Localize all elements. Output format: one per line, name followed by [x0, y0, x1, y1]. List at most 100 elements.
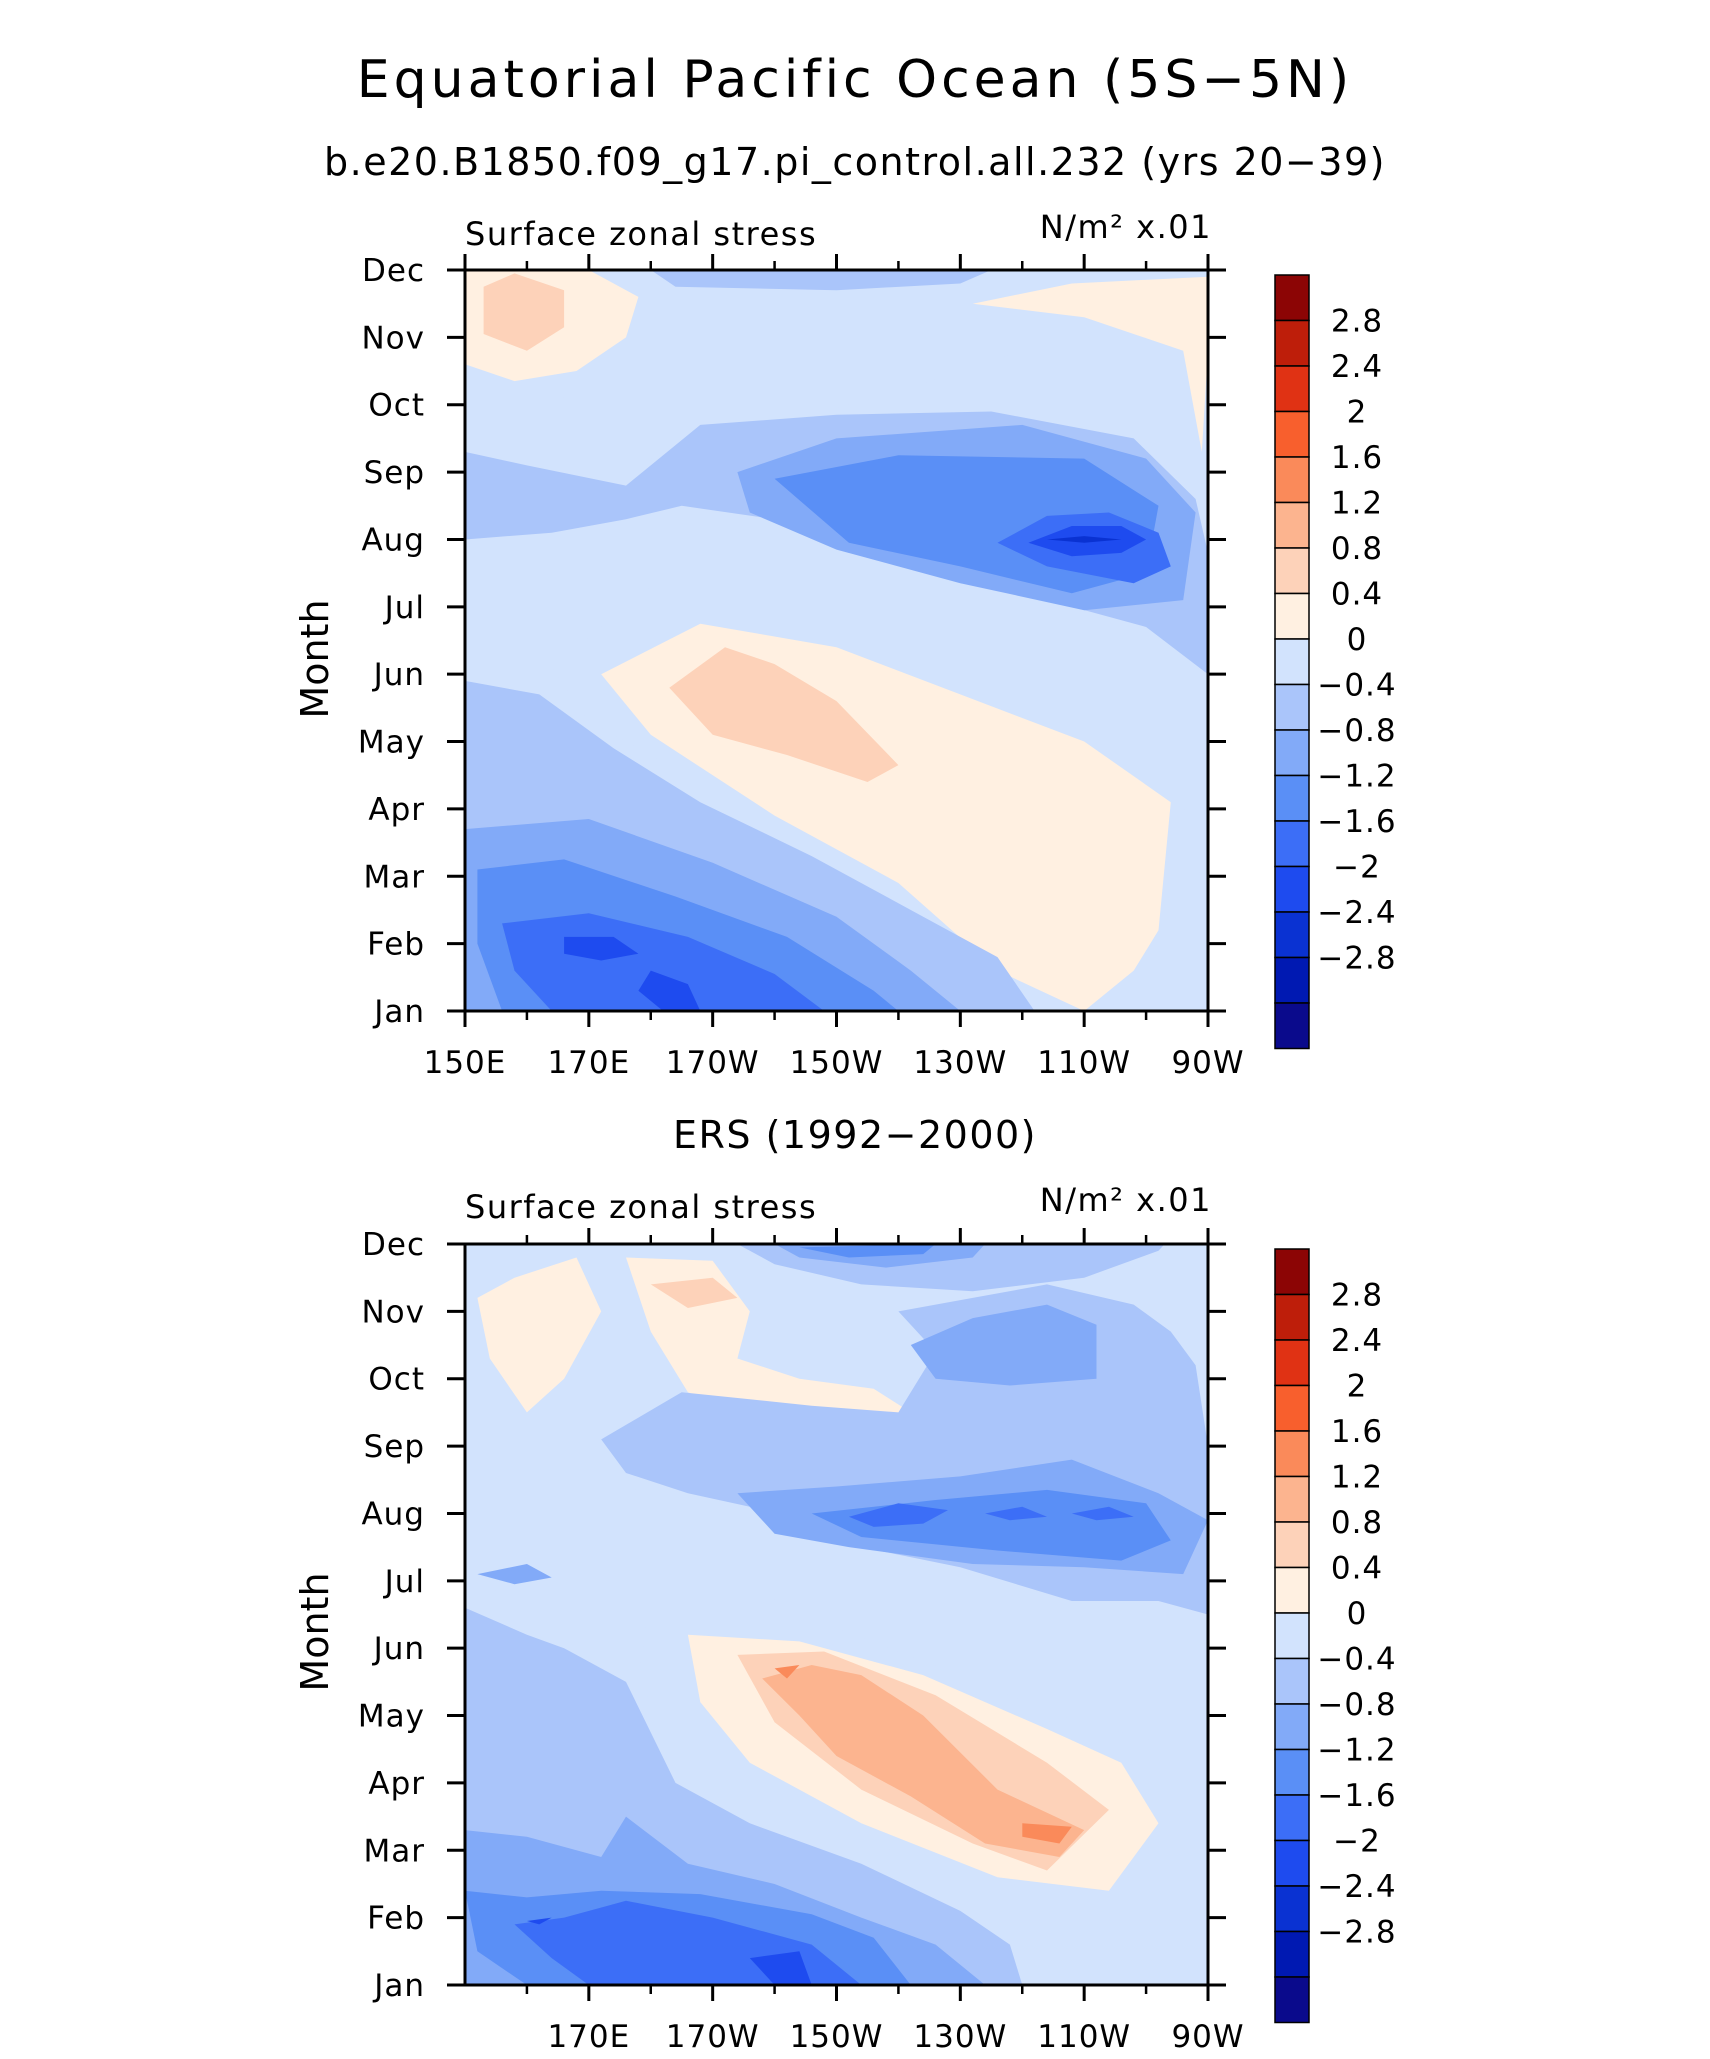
contour-region	[848, 1503, 948, 1527]
contour-region	[749, 1951, 812, 1985]
contour-region	[669, 647, 899, 782]
left-label: Surface zonal stress	[465, 1188, 817, 1226]
plot-area: Jan Feb Mar Apr May Jun Jul Aug Sep Oct Nov Dec 150E…	[358, 253, 1244, 1081]
y-axis-label: Month	[293, 599, 337, 718]
y-tick-label: Jul	[383, 590, 425, 626]
colorbar-box	[1274, 1748, 1310, 1796]
colorbar-box	[1274, 501, 1310, 549]
colorbar-label: −2	[1333, 850, 1381, 886]
left-label: Surface zonal stress	[465, 215, 817, 253]
colorbar-box	[1274, 1430, 1310, 1478]
colorbar-label: 1.6	[1331, 1414, 1383, 1450]
colorbar-box	[1274, 1657, 1310, 1705]
x-tick-label: 130W	[913, 2019, 1007, 2055]
y-tick-label: Sep	[364, 1429, 425, 1465]
contour-region	[972, 276, 1208, 452]
colorbar-box	[1274, 410, 1310, 458]
colorbar-box	[1274, 592, 1310, 640]
contour-field	[465, 270, 1208, 1011]
colorbar-box	[1274, 1521, 1310, 1569]
colorbar-label: −1.2	[1317, 759, 1396, 795]
y-tick-label: Dec	[362, 253, 425, 289]
colorbar-box	[1274, 1612, 1310, 1660]
y-tick-label: Mar	[364, 859, 426, 895]
colorbar-box	[1274, 1976, 1310, 2024]
colorbar: 2.8 2.4 2 1.6 1.2 0.8 0.4 0 −0.4 −0.8 −1.2 −1.6 −2 −2…	[1274, 1248, 1396, 2024]
colorbar-label: 0	[1347, 622, 1368, 658]
units-label: N/m² x.01	[1040, 208, 1212, 246]
colorbar-box	[1274, 774, 1310, 822]
colorbar-box	[1274, 1002, 1310, 1050]
colorbar-label: 1.2	[1331, 1460, 1383, 1496]
contour-region	[564, 936, 639, 961]
colorbar-label: −0.8	[1317, 713, 1396, 749]
page-title: Equatorial Pacific Ocean (5S−5N)	[357, 50, 1353, 110]
colorbar-box	[1274, 956, 1310, 1004]
colorbar-label: −2.8	[1317, 1915, 1396, 1951]
colorbar-box	[1274, 1293, 1310, 1341]
colorbar-label: 0	[1347, 1596, 1368, 1632]
colorbar-label: 2.8	[1331, 1278, 1383, 1314]
contour-region	[477, 1257, 602, 1413]
contour-region	[477, 1564, 552, 1585]
contour-region	[638, 970, 701, 1011]
colorbar-box	[1274, 319, 1310, 367]
units-label: N/m² x.01	[1040, 1181, 1212, 1219]
colorbar-label: −1.2	[1317, 1733, 1396, 1769]
colorbar-box	[1274, 1930, 1310, 1978]
contour-region	[483, 273, 565, 351]
y-tick-label: Feb	[367, 1901, 425, 1937]
colorbar-label: −2.4	[1317, 895, 1396, 931]
colorbar-box	[1274, 820, 1310, 868]
colorbar-box	[1274, 1475, 1310, 1523]
colorbar-box	[1274, 1703, 1310, 1751]
x-tick-label: 110W	[1037, 2019, 1131, 2055]
colorbar-box	[1274, 1566, 1310, 1614]
colorbar-label: 0.8	[1331, 531, 1383, 567]
x-tick-label: 170W	[666, 1045, 760, 1081]
colorbar-label: 2	[1347, 1369, 1368, 1405]
colorbar-box	[1274, 1384, 1310, 1432]
x-tick-label: 90W	[1171, 2019, 1244, 2055]
x-tick-label: 150W	[790, 1045, 884, 1081]
colorbar-label: −0.4	[1317, 1642, 1396, 1678]
contour-region	[526, 1917, 552, 1925]
x-tick-label: 90W	[1171, 1045, 1244, 1081]
contour-region	[799, 1244, 936, 1258]
colorbar-label: 2.8	[1331, 304, 1383, 340]
y-tick-label: Jan	[372, 994, 425, 1030]
colorbar-label: 0.4	[1331, 1551, 1383, 1587]
colorbar-label: 2.4	[1331, 349, 1383, 385]
colorbar-label: −2.8	[1317, 941, 1396, 977]
y-tick-label: Jul	[383, 1564, 425, 1600]
x-tick-label: 150E	[424, 1045, 507, 1081]
colorbar-box	[1274, 365, 1310, 413]
colorbar-box	[1274, 1339, 1310, 1387]
y-tick-label: Jun	[372, 1631, 425, 1667]
contour-region	[774, 1665, 800, 1679]
y-tick-label: Oct	[368, 388, 425, 424]
colorbar-box	[1274, 911, 1310, 959]
colorbar-label: −2.4	[1317, 1869, 1396, 1905]
y-tick-label: Oct	[368, 1362, 425, 1398]
x-tick-label: 170W	[666, 2019, 760, 2055]
colorbar-label: −0.8	[1317, 1687, 1396, 1723]
colorbar-box	[1274, 274, 1310, 322]
colorbar-box	[1274, 683, 1310, 731]
y-tick-label: Jun	[372, 657, 425, 693]
panel-observed: ERS (1992−2000) Surface zonal stress N/m…	[293, 1113, 1396, 2055]
y-tick-label: Feb	[367, 927, 425, 963]
y-tick-label: Apr	[368, 792, 425, 828]
y-tick-label: Nov	[361, 320, 425, 356]
colorbar-box	[1274, 1794, 1310, 1842]
y-tick-label: Aug	[361, 522, 425, 558]
colorbar-label: −1.6	[1317, 804, 1396, 840]
panel-title: b.e20.B1850.f09_g17.pi_control.all.232 (…	[324, 140, 1386, 184]
colorbar-label: 0.4	[1331, 577, 1383, 613]
y-tick-label: May	[358, 1699, 425, 1735]
y-tick-label: Sep	[364, 455, 425, 491]
contour-field	[465, 1244, 1208, 1985]
colorbar-label: −1.6	[1317, 1778, 1396, 1814]
contour-region	[1071, 1506, 1134, 1521]
contour-region	[985, 1506, 1047, 1521]
